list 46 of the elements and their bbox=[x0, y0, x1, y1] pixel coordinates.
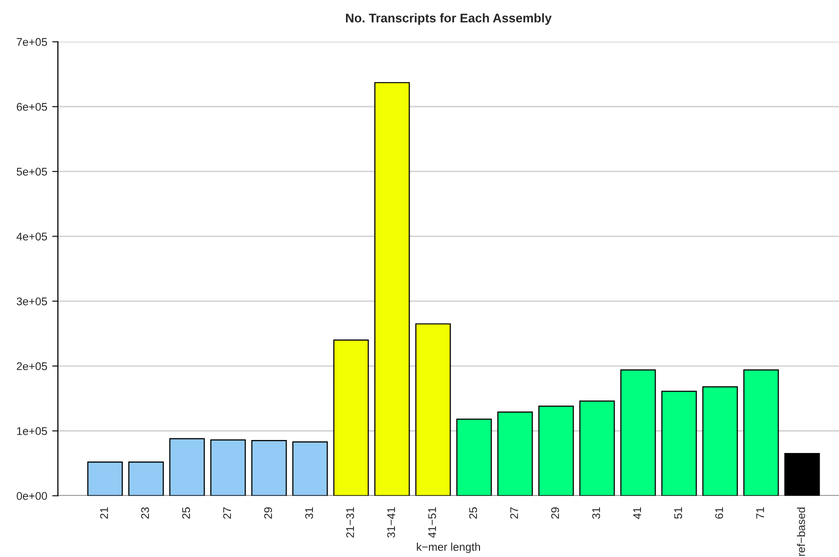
y-tick-label: 3e+05 bbox=[16, 297, 48, 306]
x-tick-label: 71 bbox=[756, 507, 764, 519]
x-tick-label: 61 bbox=[715, 507, 724, 519]
x-tick-label: 29 bbox=[264, 507, 272, 519]
x-tick-label: 29 bbox=[551, 507, 560, 519]
chart-title: No. Transcripts for Each Assembly bbox=[346, 13, 552, 25]
x-tick-label: 27 bbox=[510, 507, 518, 519]
x-tick-label: 41−51 bbox=[428, 507, 436, 538]
y-tick-label: 6e+05 bbox=[16, 102, 48, 111]
x-tick-label: 31 bbox=[305, 507, 314, 519]
y-tick-label: 0e+00 bbox=[16, 492, 48, 500]
x-tick-label: ref−based bbox=[796, 508, 806, 556]
x-tick-label: 31 bbox=[592, 507, 600, 519]
bar bbox=[579, 400, 615, 496]
bar bbox=[251, 440, 287, 496]
x-tick-label: 21−31 bbox=[346, 507, 354, 538]
x-tick-label: 23 bbox=[141, 507, 150, 519]
bar bbox=[87, 461, 123, 496]
bar bbox=[784, 453, 820, 496]
x-tick-label: 51 bbox=[674, 507, 682, 519]
bar bbox=[743, 369, 779, 496]
x-tick-label: 21 bbox=[100, 507, 108, 519]
x-axis-title: k−mer length bbox=[416, 542, 480, 554]
bar bbox=[497, 412, 533, 496]
x-tick-label: 41 bbox=[633, 507, 641, 519]
bar bbox=[415, 323, 451, 496]
bar bbox=[374, 82, 410, 496]
y-tick-label: 1e+05 bbox=[17, 427, 48, 436]
bar bbox=[210, 439, 246, 496]
bar bbox=[169, 438, 205, 496]
y-tick-label: 5e+05 bbox=[16, 168, 48, 176]
bar bbox=[661, 390, 697, 496]
y-tick-label: 2e+05 bbox=[16, 362, 48, 370]
bar bbox=[333, 340, 369, 496]
x-tick-label: 27 bbox=[223, 507, 231, 519]
x-tick-label: 25 bbox=[182, 507, 190, 519]
x-tick-label: 31−41 bbox=[387, 507, 396, 538]
y-tick-label: 7e+05 bbox=[16, 38, 48, 46]
bar bbox=[128, 461, 164, 496]
x-tick-label: 25 bbox=[469, 507, 478, 519]
y-tick-label: 4e+05 bbox=[16, 232, 48, 240]
bar bbox=[538, 406, 574, 496]
bar bbox=[620, 369, 656, 496]
bar bbox=[292, 441, 328, 496]
bar bbox=[702, 386, 738, 496]
bar bbox=[456, 418, 492, 496]
